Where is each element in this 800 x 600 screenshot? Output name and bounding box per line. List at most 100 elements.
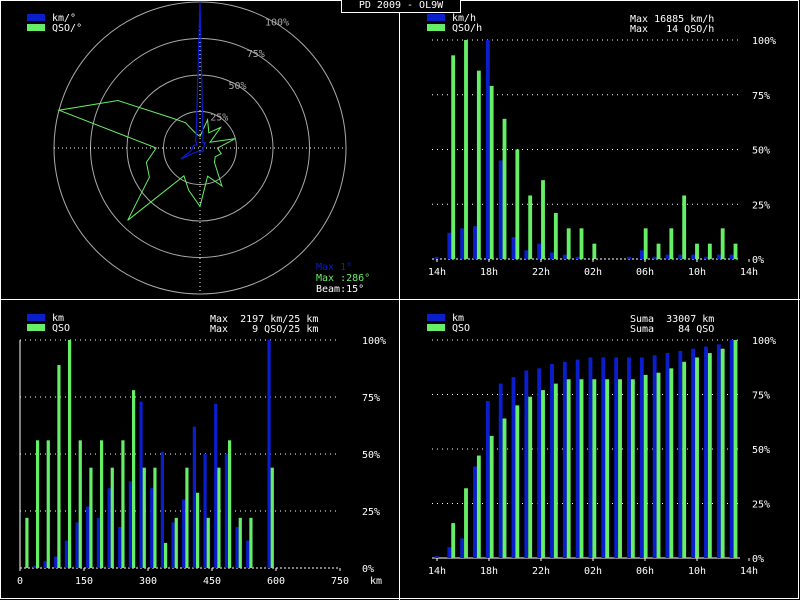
cumulative-chart-panel: 0% 25% 50% 75% 100% 14h 18h 22h 02h 06h 10h 14h km QS… [400,300,800,600]
bar-km-4 [64,540,68,568]
y-tick-label: 100% [752,36,776,47]
bar-QSO-19 [228,440,232,568]
polar-chart-panel: 25% 50% 75% 100% km/° QSO/° Max 1° Max :286° Bea… [0,0,400,300]
bar-QSOh-21 [707,243,712,259]
bar-QSO-11 [579,379,584,558]
bar-QSOh-6 [515,149,520,259]
bar-kmh-8 [537,243,542,259]
bar-km-10 [562,361,567,558]
bar-QSOh-20 [695,243,699,259]
bar-QSO-9 [121,440,125,568]
bar-kmh-20 [691,254,696,259]
bar-km-17 [203,454,207,568]
legend-label-0: km [452,313,464,324]
x-tick-label: 14h [428,267,446,278]
bar-kmh-2 [460,228,465,259]
bar-QSOh-11 [579,228,584,259]
info-line-1: Max 14 QSO/h [630,24,714,35]
polar-ring-label: 25% [210,112,228,123]
legend-swatch-0 [27,14,45,21]
x-tick-label: 14h [740,267,758,278]
bar-km-6 [86,506,90,568]
y-tick-label: 50% [752,445,770,456]
bar-QSO-17 [656,372,661,558]
x-tick-label: 150 [75,576,93,587]
legend-label-1: QSO/° [52,23,82,34]
bar-QSO-3 [476,455,481,558]
polar-chart: 25% 50% 75% 100% km/°QSO/° Max 1°Max :286°Bea… [27,1,370,295]
bar-km-5 [75,522,79,568]
polar-info-km: Max 1° [316,262,352,273]
bar-QSO-21 [707,353,712,558]
info-line-0: Suma 33007 km [630,314,714,325]
bar-QSO-7 [100,440,104,568]
vertical-divider [399,0,400,600]
legend-label-1: QSO/h [452,23,482,34]
cumulative-bar-chart: 0% 25% 50% 75% 100% 14h 18h 22h 02h 06h 10h 14h kmQS… [427,313,776,577]
bar-km-7 [96,517,100,568]
bar-QSO-5 [502,418,507,558]
legend-label-0: km [52,313,64,324]
bar-kmh-0 [434,256,439,259]
bar-QSO-16 [196,492,200,568]
bar-kmh-17 [652,256,657,259]
polar-ring-label: 100% [265,18,289,29]
bar-QSO-7 [528,396,533,558]
bar-km-3 [54,556,58,568]
bar-km-20 [235,526,239,568]
bar-km-15 [627,357,631,558]
bar-km-22 [716,344,721,558]
bar-km-13 [601,357,606,558]
x-unit-label: km [370,576,382,587]
bar-QSO-22 [720,348,725,558]
bar-QSO-0 [25,517,29,568]
bar-km-4 [485,401,490,558]
bar-km-2 [460,538,465,558]
info-line-1: Max 9 QSO/25 km [210,324,318,335]
y-tick-label: 100% [752,336,776,347]
bar-QSO-8 [110,467,114,568]
bar-km-19 [678,350,683,558]
x-tick-label: 750 [331,576,349,587]
x-tick-label: 18h [480,267,498,278]
x-tick-label: 06h [636,267,654,278]
bar-km-12 [588,357,593,558]
bar-kmh-23 [729,254,734,259]
legend-label-0: km/h [452,13,476,24]
x-tick-label: 600 [267,576,285,587]
y-tick-label: 75% [752,391,770,402]
bar-QSOh-16 [643,228,648,259]
bar-km-1 [447,547,452,558]
bar-QSOh-4 [489,85,494,260]
bar-QSO-19 [682,361,687,558]
x-tick-label: 18h [480,566,498,577]
polar-ring-1 [126,74,274,222]
bar-km-10 [128,481,132,568]
bar-km-15 [182,499,186,568]
legend-swatch-1 [27,324,45,331]
y-tick-label: 25% [362,507,380,518]
legend-swatch-1 [427,324,445,331]
bar-QSOh-22 [720,228,725,259]
bar-km-18 [665,353,670,558]
bar-QSOh-10 [566,228,571,259]
bar-QSOh-2 [464,40,468,259]
bar-QSO-5 [78,440,82,568]
x-tick-label: 02h [584,566,602,577]
bar-km-23 [267,340,271,568]
polar-info-beam: Beam:15° [316,284,364,295]
bar-QSO-14 [174,517,178,568]
bar-kmh-21 [704,256,708,259]
bar-kmh-5 [498,160,503,259]
legend-swatch-0 [427,314,445,321]
bar-QSO-12 [592,379,597,558]
bar-QSOh-19 [682,195,687,259]
page-title: PD 2009 - OL9W [341,0,461,13]
bar-QSOh-3 [476,70,481,259]
bar-kmh-3 [473,226,477,259]
y-tick-label: 0% [752,255,764,266]
polar-ring-0 [163,111,237,185]
bar-QSO-1 [36,440,40,568]
bar-km-14 [614,357,619,558]
bar-QSO-2 [46,440,50,568]
